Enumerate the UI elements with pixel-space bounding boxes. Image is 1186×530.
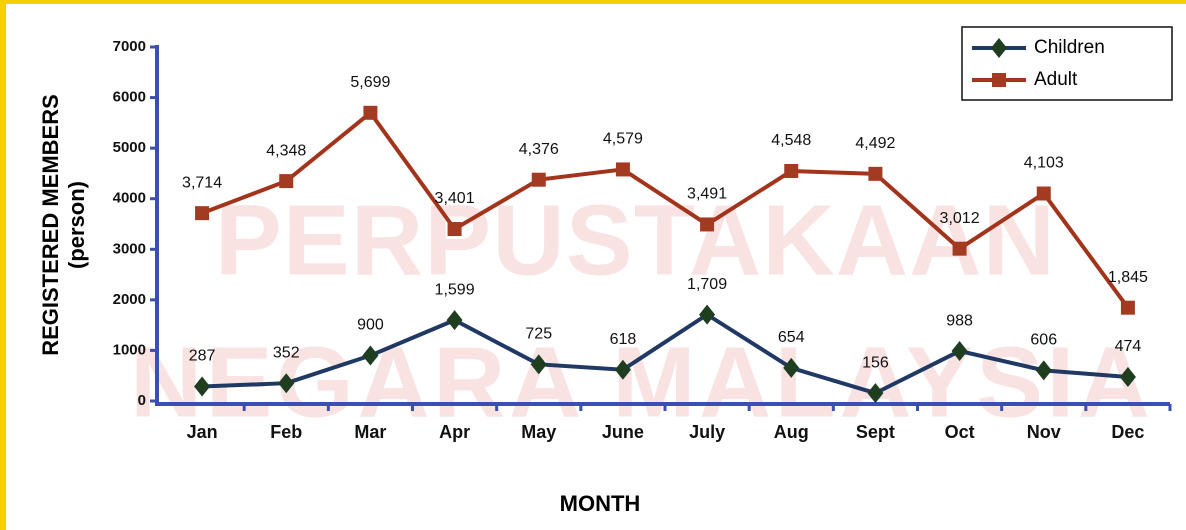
frame-left <box>0 0 6 530</box>
series-line <box>201 109 1130 309</box>
x-tick-label: Apr <box>439 422 470 442</box>
series-line <box>202 312 1129 396</box>
marker <box>784 164 799 179</box>
legend-label: Children <box>1034 37 1105 58</box>
marker <box>1120 300 1135 315</box>
marker <box>1119 367 1136 388</box>
watermark: PERPUSTAKAAN <box>215 184 1055 296</box>
y-tick-label: 3000 <box>113 240 146 257</box>
y-tick-label: 5000 <box>113 139 146 156</box>
data-label: 3,401 <box>435 190 475 207</box>
marker <box>614 359 631 380</box>
marker <box>951 341 968 362</box>
marker <box>783 357 800 378</box>
marker <box>195 206 210 221</box>
y-tick-label: 2000 <box>113 291 146 308</box>
marker <box>699 304 716 325</box>
marker <box>867 383 884 404</box>
data-label: 900 <box>357 317 384 334</box>
x-axis-title: MONTH <box>560 491 641 516</box>
marker <box>446 310 463 331</box>
marker <box>531 172 546 187</box>
x-tick-label: Feb <box>270 422 302 442</box>
frame-top <box>0 0 1186 4</box>
data-label: 3,012 <box>940 210 980 227</box>
data-label: 988 <box>946 312 973 329</box>
marker <box>363 105 378 120</box>
y-axis-title: REGISTERED MEMBERS (person) <box>38 94 89 356</box>
x-tick-label: Mar <box>354 422 386 442</box>
data-label: 725 <box>525 326 552 343</box>
data-label: 474 <box>1115 338 1142 355</box>
marker <box>194 376 211 397</box>
marker <box>1035 360 1052 381</box>
data-label: 352 <box>273 344 300 361</box>
y-tick-label: 0 <box>138 392 146 409</box>
data-label: 606 <box>1030 332 1057 349</box>
marker <box>992 73 1006 87</box>
data-label: 287 <box>189 348 216 365</box>
x-tick-label: Jan <box>187 422 218 442</box>
data-label: 1,599 <box>435 281 475 298</box>
y-axis-title-line: (person) <box>64 181 89 269</box>
data-label: 4,348 <box>266 142 306 159</box>
data-label: 4,103 <box>1024 155 1064 172</box>
marker <box>700 217 715 232</box>
data-label: 4,579 <box>603 131 643 148</box>
marker <box>991 38 1007 58</box>
legend-label: Adult <box>1034 69 1078 90</box>
x-tick-label: Sept <box>856 422 895 442</box>
y-axis-title-line: REGISTERED MEMBERS <box>38 94 63 356</box>
data-label: 654 <box>778 329 805 346</box>
data-label: 1,709 <box>687 276 727 293</box>
marker <box>362 345 379 366</box>
data-label: 618 <box>610 331 637 348</box>
data-label: 4,492 <box>855 135 895 152</box>
x-tick-label: Dec <box>1111 422 1144 442</box>
data-label: 3,491 <box>687 186 727 203</box>
marker <box>278 373 295 394</box>
x-tick-label: May <box>521 422 556 442</box>
x-tick-label: Oct <box>945 422 975 442</box>
y-tick-label: 4000 <box>113 190 146 207</box>
marker <box>279 174 294 189</box>
data-label: 4,376 <box>519 141 559 158</box>
y-tick-label: 6000 <box>113 89 146 106</box>
y-tick-label: 1000 <box>113 341 146 358</box>
data-label: 1,845 <box>1108 269 1148 286</box>
marker <box>530 354 547 375</box>
data-label: 4,548 <box>771 132 811 149</box>
legend: Children Adult <box>961 26 1173 101</box>
y-tick-label: 7000 <box>113 38 146 55</box>
watermark: NEGARA MALAYSIA <box>130 326 1150 438</box>
x-tick-label: June <box>602 422 644 442</box>
marker <box>447 222 462 237</box>
data-label: 5,699 <box>350 74 390 91</box>
data-label: 156 <box>862 354 889 371</box>
marker <box>868 166 883 181</box>
x-tick-label: July <box>689 422 725 442</box>
legend-box <box>961 26 1173 101</box>
marker <box>615 162 630 177</box>
marker <box>952 241 967 256</box>
x-tick-label: Nov <box>1027 422 1061 442</box>
marker <box>1036 186 1051 201</box>
x-tick-label: Aug <box>774 422 809 442</box>
data-label: 3,714 <box>182 174 222 191</box>
